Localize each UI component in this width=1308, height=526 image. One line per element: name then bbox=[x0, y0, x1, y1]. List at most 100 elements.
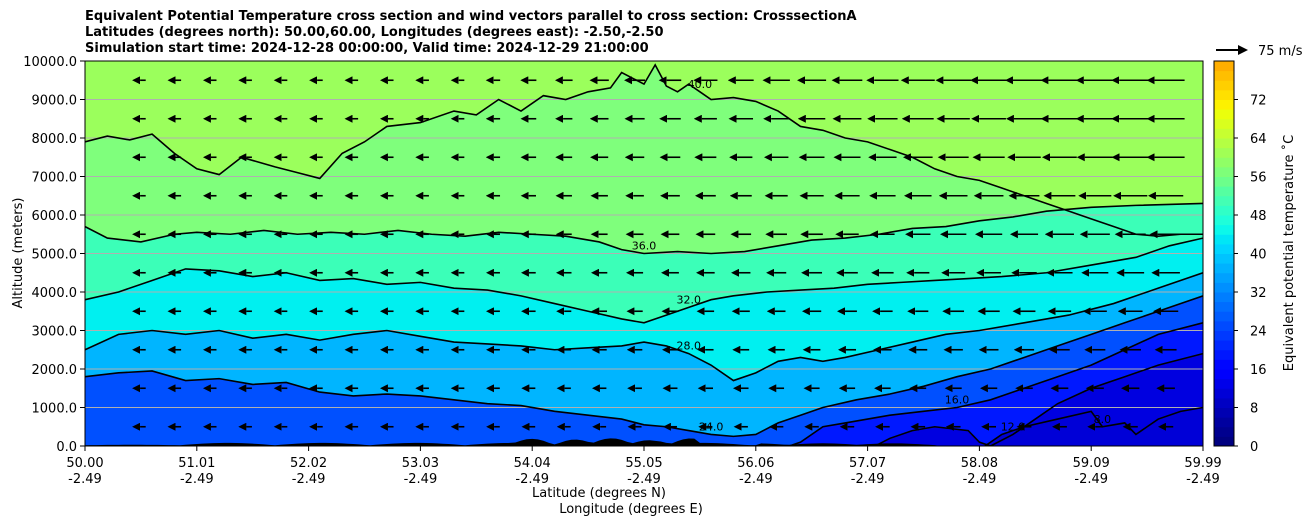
colorbar-band bbox=[1214, 397, 1234, 408]
contour-label-28.0: 28.0 bbox=[676, 340, 701, 353]
x-axis-label-lon: Longitude (degrees E) bbox=[559, 502, 703, 517]
colorbar-band bbox=[1214, 99, 1234, 110]
y-tick-label-6: 6000.0 bbox=[32, 209, 78, 224]
colorbar-band bbox=[1214, 417, 1234, 428]
colorbar-band bbox=[1214, 166, 1234, 177]
colorbar-band bbox=[1214, 80, 1234, 91]
colorbar-band bbox=[1214, 349, 1234, 360]
x-tick-lon-10: -2.49 bbox=[1186, 472, 1220, 487]
filled-contours bbox=[85, 61, 1203, 446]
x-tick-lat-3: 53.03 bbox=[402, 456, 439, 471]
colorbar-band bbox=[1214, 282, 1234, 293]
colorbar-tick-label-1: 8 bbox=[1250, 402, 1258, 417]
colorbar-tick-label-2: 16 bbox=[1250, 363, 1267, 378]
y-tick-label-1: 1000.0 bbox=[32, 402, 78, 417]
colorbar-band bbox=[1214, 89, 1234, 100]
colorbar-band bbox=[1214, 330, 1234, 341]
x-tick-lon-0: -2.49 bbox=[68, 472, 102, 487]
colorbar-band bbox=[1214, 224, 1234, 235]
contour-line-8.0 bbox=[983, 406, 1203, 446]
colorbar-band bbox=[1214, 340, 1234, 351]
gridlines bbox=[85, 99, 1203, 408]
colorbar-tick-label-5: 40 bbox=[1250, 248, 1267, 263]
colorbar-band bbox=[1214, 215, 1234, 226]
colorbar-tick-label-7: 56 bbox=[1250, 171, 1267, 186]
colorbar-band bbox=[1214, 205, 1234, 216]
colorbar-tick-label-6: 48 bbox=[1250, 209, 1267, 224]
contour-line-40.0 bbox=[85, 63, 1203, 237]
x-tick-lon-9: -2.49 bbox=[1074, 472, 1108, 487]
colorbar-band bbox=[1214, 243, 1234, 254]
colorbar-band bbox=[1214, 359, 1234, 370]
contour-line-28.0 bbox=[85, 271, 1203, 382]
colorbar-band bbox=[1214, 234, 1234, 245]
colorbar-band bbox=[1214, 61, 1234, 72]
colorbar-band bbox=[1214, 118, 1234, 129]
colorbar-band bbox=[1214, 109, 1234, 120]
colorbar-band bbox=[1214, 70, 1234, 81]
x-tick-lon-1: -2.49 bbox=[180, 472, 214, 487]
colorbar-band bbox=[1214, 195, 1234, 206]
x-tick-lat-0: 50.00 bbox=[66, 456, 103, 471]
colorbar-band bbox=[1214, 176, 1234, 187]
x-tick-lon-6: -2.49 bbox=[739, 472, 773, 487]
x-axis: 50.00-2.4951.01-2.4952.02-2.4953.03-2.49… bbox=[66, 446, 1222, 487]
x-tick-lon-4: -2.49 bbox=[515, 472, 549, 487]
colorbar-tick-label-8: 64 bbox=[1250, 132, 1267, 147]
colorbar-band bbox=[1214, 147, 1234, 158]
colorbar-tick-label-3: 24 bbox=[1250, 325, 1267, 340]
terrain bbox=[85, 438, 1203, 446]
fill-band-24.0 bbox=[85, 295, 1203, 446]
x-tick-lat-6: 56.06 bbox=[737, 456, 774, 471]
y-tick-label-2: 2000.0 bbox=[32, 363, 78, 378]
x-tick-lon-5: -2.49 bbox=[627, 472, 661, 487]
contour-label-8.0: 8.0 bbox=[1094, 413, 1112, 426]
colorbar-band bbox=[1214, 388, 1234, 399]
quiver-key-label: 75 m/s bbox=[1258, 44, 1303, 59]
colorbar-band bbox=[1214, 369, 1234, 380]
contour-label-36.0: 36.0 bbox=[632, 240, 657, 253]
x-tick-lon-3: -2.49 bbox=[404, 472, 438, 487]
colorbar-band bbox=[1214, 407, 1234, 418]
colorbar-band bbox=[1214, 253, 1234, 264]
colorbar-tick-label-9: 72 bbox=[1250, 94, 1267, 109]
colorbar-band bbox=[1214, 320, 1234, 331]
x-tick-lat-7: 57.07 bbox=[849, 456, 886, 471]
colorbar-band bbox=[1214, 426, 1234, 437]
colorbar-band bbox=[1214, 272, 1234, 283]
y-tick-label-4: 4000.0 bbox=[32, 286, 78, 301]
colorbar-band bbox=[1214, 378, 1234, 389]
title-line-3: Simulation start time: 2024-12-28 00:00:… bbox=[85, 41, 649, 56]
wind-vectors bbox=[132, 76, 1185, 431]
contour-label-16.0: 16.0 bbox=[945, 394, 970, 407]
colorbar-band bbox=[1214, 301, 1234, 312]
x-tick-lat-5: 55.05 bbox=[625, 456, 662, 471]
contour-label-32.0: 32.0 bbox=[676, 293, 701, 306]
x-axis-label-lat: Latitude (degrees N) bbox=[532, 486, 666, 501]
colorbar-band bbox=[1214, 186, 1234, 197]
contour-line-16.0 bbox=[786, 322, 1203, 446]
colorbar-band bbox=[1214, 157, 1234, 168]
x-tick-lon-7: -2.49 bbox=[851, 472, 885, 487]
y-tick-label-7: 7000.0 bbox=[32, 171, 78, 186]
y-tick-label-9: 9000.0 bbox=[32, 94, 78, 109]
y-axis-label: Altitude (meters) bbox=[11, 198, 26, 309]
x-tick-lon-2: -2.49 bbox=[292, 472, 326, 487]
y-axis: 0.0 1000.0 2000.0 3000.0 4000.0 5000.0 6000.0 7… bbox=[23, 55, 85, 455]
y-tick-label-5: 5000.0 bbox=[32, 248, 78, 263]
terrain-silhouette bbox=[85, 438, 1203, 446]
y-tick-label-0: 0.0 bbox=[56, 440, 77, 455]
colorbar-band bbox=[1214, 263, 1234, 274]
colorbar-band bbox=[1214, 128, 1234, 139]
x-tick-lat-8: 58.08 bbox=[961, 456, 998, 471]
colorbar-band bbox=[1214, 436, 1234, 447]
title-line-1: Equivalent Potential Temperature cross s… bbox=[85, 9, 857, 24]
y-tick-label-8: 8000.0 bbox=[32, 132, 78, 147]
x-tick-lon-8: -2.49 bbox=[963, 472, 997, 487]
contour-line-12.0 bbox=[873, 352, 1203, 446]
colorbar-band bbox=[1214, 292, 1234, 303]
quiver-key: 75 m/s bbox=[1216, 44, 1303, 59]
colorbar-label: Equivalent potential temperature ˚C bbox=[1281, 135, 1297, 371]
colorbar-band bbox=[1214, 311, 1234, 322]
